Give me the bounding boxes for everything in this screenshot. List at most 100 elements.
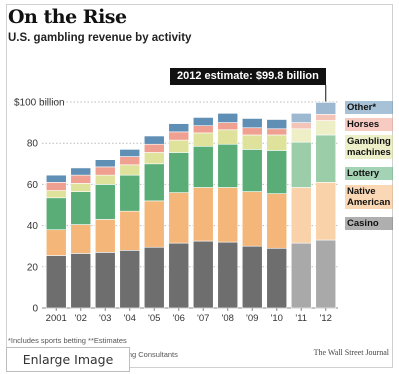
bar-segment	[241, 134, 263, 150]
bar-segment	[94, 166, 116, 176]
legend-swatch	[345, 135, 393, 159]
legend-label: Other*	[347, 102, 376, 113]
y-tick-label: 80	[27, 139, 39, 150]
bar-segment	[70, 191, 92, 225]
bar-segment	[315, 114, 337, 121]
chart-source: ning Consultants	[122, 350, 178, 359]
x-tick-label: '03	[99, 313, 111, 324]
bar-segment	[217, 187, 239, 243]
bar-segment	[192, 187, 214, 242]
legend-label: Casino	[347, 218, 379, 229]
bar-segment	[192, 240, 214, 309]
x-tick-label: '06	[173, 313, 185, 324]
y-tick-label: 60	[27, 180, 39, 191]
x-tick-label: '09	[246, 313, 258, 324]
y-tick-label: $100 billion	[14, 98, 65, 109]
bar-segment	[94, 252, 116, 309]
bar-segment	[119, 250, 141, 309]
bar-segment	[168, 152, 190, 193]
bar-segment	[70, 167, 92, 176]
legend-swatch	[345, 217, 393, 230]
y-tick-label: 0	[32, 304, 38, 315]
bar-segment	[70, 174, 92, 184]
bar-segment	[266, 247, 288, 309]
estimate-callout: 2012 estimate: $99.8 billion	[170, 68, 326, 85]
x-tick-label: '10	[271, 313, 283, 324]
x-tick-label: '11	[295, 313, 307, 324]
bar-segment	[315, 102, 337, 115]
bar-segment	[192, 117, 214, 126]
bar-segment	[168, 139, 190, 153]
bar-segment	[119, 174, 141, 212]
x-tick-label: '08	[222, 313, 234, 324]
legend-swatch	[345, 167, 393, 180]
bar-segment	[45, 229, 67, 256]
enlarge-image-button[interactable]: Enlarge Image	[6, 347, 130, 372]
bar-segment	[94, 219, 116, 253]
bar-segment	[192, 132, 214, 147]
bar-segment	[94, 159, 116, 168]
x-tick-label: '07	[197, 313, 209, 324]
legend-swatch	[345, 185, 393, 209]
legend-swatch	[345, 118, 393, 131]
chart-subtitle: U.S. gambling revenue by activity	[8, 32, 192, 44]
legend-swatch	[345, 101, 393, 114]
bar-segment	[266, 119, 288, 130]
bar-segment	[94, 174, 116, 185]
bar-segment	[143, 135, 165, 145]
bar-segment	[168, 131, 190, 141]
bar-segment	[45, 182, 67, 191]
bar-segment	[119, 210, 141, 251]
legend-label: Gambling machines	[347, 136, 391, 158]
legend-label: Horses	[347, 119, 379, 130]
bar-segment	[45, 190, 67, 199]
bar-segment	[119, 156, 141, 166]
bar-segment	[241, 118, 263, 129]
x-tick-label: '02	[75, 313, 87, 324]
y-tick-label: 20	[27, 262, 39, 273]
bar-segment	[315, 134, 337, 183]
y-tick-label: 40	[27, 221, 39, 232]
bar-segment	[45, 255, 67, 309]
x-tick-label: '04	[124, 313, 136, 324]
chart-title: On the Rise	[8, 6, 127, 28]
bar-segment	[45, 174, 67, 183]
bar-segment	[266, 193, 288, 249]
bar-segment	[290, 242, 312, 309]
bar-segment	[70, 253, 92, 309]
bar-segment	[119, 164, 141, 176]
bar-segment	[143, 200, 165, 248]
publisher-credit: The Wall Street Journal	[313, 348, 389, 357]
bar-segment	[168, 123, 190, 133]
x-tick-label: '05	[148, 313, 160, 324]
bar-segment	[143, 143, 165, 153]
bar-segment	[241, 127, 263, 136]
bar-segment	[315, 120, 337, 136]
bar-segment	[290, 128, 312, 143]
bar-segment	[168, 192, 190, 244]
bar-segment	[143, 246, 165, 309]
bar-segment	[266, 128, 288, 136]
chart-footnote: *Includes sports betting **Estimates	[8, 336, 127, 345]
bar-segment	[192, 125, 214, 134]
x-tick-label: '12	[320, 313, 332, 324]
bar-segment	[119, 149, 141, 157]
bar-segment	[45, 197, 67, 231]
bar-segment	[241, 149, 263, 192]
bar-segment	[217, 143, 239, 188]
bar-segment	[168, 242, 190, 309]
bar-segment	[266, 150, 288, 194]
legend-label: Lottery	[347, 168, 380, 179]
bar-segment	[217, 241, 239, 309]
bar-segment	[217, 113, 239, 123]
bar-segment	[143, 152, 165, 165]
bar-segment	[315, 239, 337, 309]
x-tick-label: 2001	[46, 313, 67, 324]
bar-segment	[290, 187, 312, 244]
bar-segment	[143, 163, 165, 202]
bar-segment	[217, 122, 239, 131]
bar-segment	[70, 224, 92, 254]
bar-segment	[217, 129, 239, 145]
bar-segment	[315, 182, 337, 241]
